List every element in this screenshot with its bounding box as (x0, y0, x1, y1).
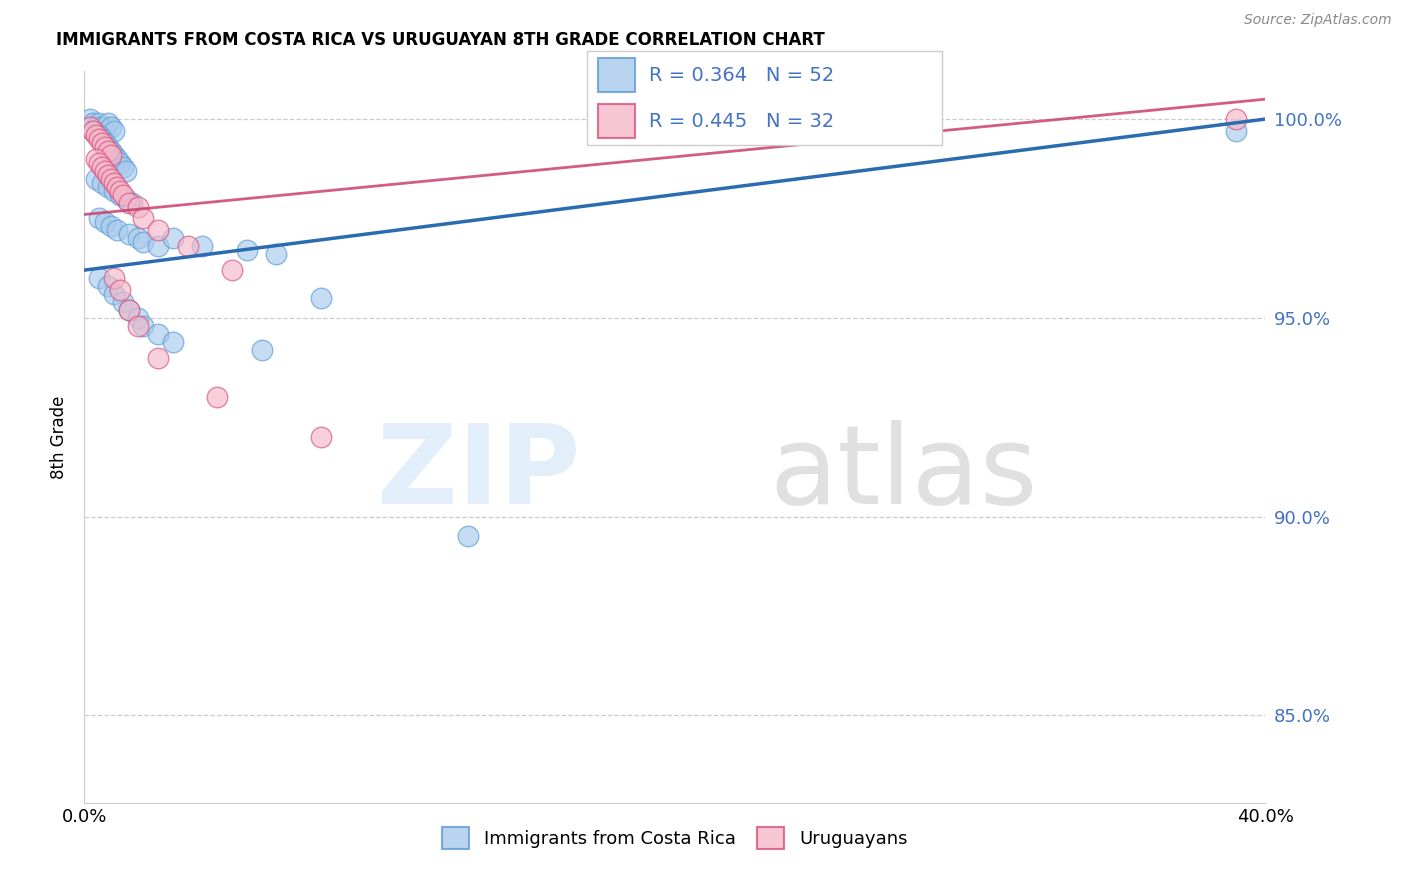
Point (132, 235, 155, 250)
Point (111, 160, 134, 174)
Point (91, 132, 114, 146)
FancyBboxPatch shape (598, 58, 634, 92)
Point (97, 140, 120, 154)
Point (1225, 112, 1247, 126)
Point (1225, 124, 1247, 138)
Point (103, 176, 125, 190)
Point (191, 239, 214, 253)
Point (84, 152, 107, 166)
Point (148, 223, 170, 237)
Point (82, 124, 104, 138)
Point (127, 318, 149, 333)
Point (91, 136, 114, 150)
Point (100, 171, 122, 186)
Text: IMMIGRANTS FROM COSTA RICA VS URUGUAYAN 8TH GRADE CORRELATION CHART: IMMIGRANTS FROM COSTA RICA VS URUGUAYAN … (56, 31, 825, 49)
Legend: Immigrants from Costa Rica, Uruguayans: Immigrants from Costa Rica, Uruguayans (434, 820, 915, 856)
Point (132, 211, 155, 226)
Point (79, 120, 101, 134)
Point (87, 271, 111, 285)
Point (87, 116, 111, 130)
FancyBboxPatch shape (598, 104, 634, 138)
Point (94, 140, 117, 154)
Point (118, 302, 141, 317)
Point (94, 124, 117, 138)
Point (87, 155, 111, 169)
Point (114, 192, 136, 206)
Point (309, 430, 332, 444)
Point (91, 120, 114, 134)
Point (148, 326, 170, 341)
Point (250, 343, 273, 357)
Point (148, 239, 170, 253)
Point (127, 310, 149, 325)
Point (105, 152, 128, 166)
Point (236, 244, 259, 258)
FancyBboxPatch shape (588, 51, 942, 145)
Point (127, 200, 149, 214)
Point (94, 215, 117, 229)
Point (91, 176, 114, 190)
Point (87, 211, 111, 226)
Point (108, 187, 131, 202)
Point (118, 195, 141, 210)
Point (105, 223, 128, 237)
Point (118, 302, 141, 317)
Point (82, 124, 104, 138)
Point (132, 318, 155, 333)
Point (84, 120, 107, 134)
Point (103, 271, 125, 285)
Point (111, 294, 134, 309)
Text: Source: ZipAtlas.com: Source: ZipAtlas.com (1244, 13, 1392, 28)
Point (100, 120, 122, 134)
Text: R = 0.445   N = 32: R = 0.445 N = 32 (650, 112, 835, 131)
Y-axis label: 8th Grade: 8th Grade (51, 395, 69, 479)
Point (221, 263, 243, 277)
Point (97, 144, 120, 158)
Point (114, 163, 136, 178)
Point (84, 128, 107, 142)
Point (97, 168, 120, 182)
Point (97, 279, 120, 293)
Point (100, 148, 122, 162)
Point (457, 529, 479, 543)
Text: ZIP: ZIP (377, 420, 581, 527)
Point (108, 283, 131, 297)
Point (94, 136, 117, 150)
Point (79, 112, 101, 126)
Point (309, 291, 332, 305)
Point (100, 144, 122, 158)
Point (148, 351, 170, 365)
Point (84, 171, 107, 186)
Point (127, 231, 149, 245)
Point (87, 132, 111, 146)
Point (87, 128, 111, 142)
Point (103, 124, 125, 138)
Point (177, 239, 200, 253)
Text: R = 0.364   N = 52: R = 0.364 N = 52 (650, 65, 835, 85)
Point (103, 184, 125, 198)
Point (103, 287, 125, 301)
Point (108, 184, 131, 198)
Point (162, 231, 184, 245)
Point (100, 219, 122, 234)
Point (266, 247, 288, 261)
Point (91, 160, 114, 174)
Point (82, 116, 104, 130)
Point (111, 187, 134, 202)
Point (118, 227, 141, 242)
Point (97, 179, 120, 194)
Point (121, 195, 143, 210)
Point (94, 163, 117, 178)
Point (162, 334, 184, 349)
Point (207, 390, 229, 404)
Point (105, 179, 128, 194)
Point (103, 148, 125, 162)
Point (108, 155, 131, 169)
Point (97, 116, 120, 130)
Text: atlas: atlas (769, 420, 1038, 527)
